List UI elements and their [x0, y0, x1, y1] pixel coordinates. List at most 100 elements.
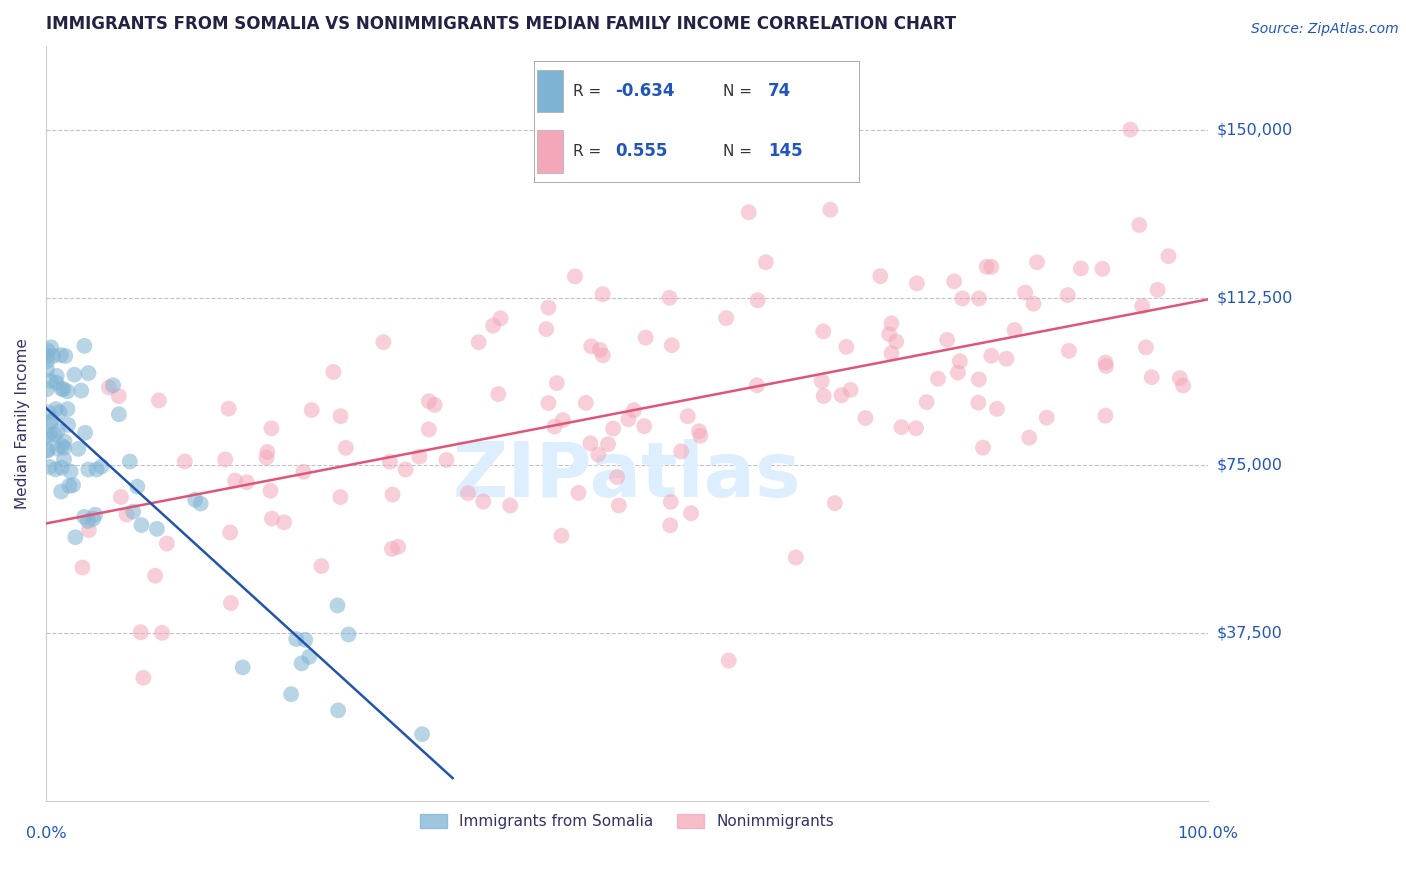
- Point: [745, 378, 768, 392]
- Point: [586, 448, 609, 462]
- Point: [298, 649, 321, 664]
- Point: [482, 318, 505, 333]
- Point: [67, 442, 90, 456]
- Text: IMMIGRANTS FROM SOMALIA VS NONIMMIGRANTS MEDIAN FAMILY INCOME CORRELATION CHART: IMMIGRANTS FROM SOMALIA VS NONIMMIGRANTS…: [46, 15, 956, 33]
- Point: [659, 518, 682, 533]
- Point: [122, 505, 145, 519]
- Point: [39, 340, 62, 354]
- Point: [717, 654, 740, 668]
- Point: [108, 407, 131, 421]
- Point: [1168, 371, 1191, 385]
- Point: [661, 338, 683, 352]
- Point: [273, 516, 295, 530]
- Point: [37, 362, 59, 376]
- Point: [1026, 255, 1049, 269]
- Point: [97, 380, 120, 394]
- Point: [592, 348, 614, 362]
- Point: [256, 450, 278, 465]
- Point: [86, 462, 108, 476]
- Point: [579, 436, 602, 450]
- Point: [143, 568, 166, 582]
- Point: [880, 346, 903, 360]
- Point: [46, 442, 69, 456]
- Point: [927, 372, 949, 386]
- Point: [995, 351, 1018, 366]
- Point: [564, 269, 586, 284]
- Point: [669, 444, 692, 458]
- Point: [423, 398, 446, 412]
- Point: [820, 202, 842, 217]
- Point: [190, 497, 212, 511]
- Point: [1095, 359, 1118, 373]
- Point: [260, 421, 283, 435]
- Point: [38, 405, 60, 419]
- Point: [676, 409, 699, 424]
- Point: [41, 414, 63, 428]
- Point: [949, 354, 972, 368]
- Point: [77, 462, 100, 476]
- Point: [567, 486, 589, 500]
- Point: [51, 460, 73, 475]
- Point: [73, 509, 96, 524]
- Point: [855, 411, 877, 425]
- Point: [537, 301, 560, 315]
- Text: $150,000: $150,000: [1216, 122, 1292, 137]
- Point: [986, 401, 1008, 416]
- Point: [1018, 431, 1040, 445]
- Point: [633, 419, 655, 434]
- Point: [118, 454, 141, 468]
- Point: [235, 475, 257, 490]
- Point: [37, 349, 59, 363]
- Text: Source: ZipAtlas.com: Source: ZipAtlas.com: [1251, 22, 1399, 37]
- Text: 100.0%: 100.0%: [1177, 826, 1239, 841]
- Point: [467, 335, 489, 350]
- Point: [48, 405, 70, 419]
- Point: [936, 333, 959, 347]
- Point: [214, 452, 236, 467]
- Point: [880, 317, 903, 331]
- Point: [747, 293, 769, 308]
- Point: [37, 382, 59, 396]
- Point: [326, 703, 349, 717]
- Point: [915, 395, 938, 409]
- Point: [579, 339, 602, 353]
- Point: [219, 525, 242, 540]
- Point: [884, 334, 907, 349]
- Point: [84, 508, 107, 522]
- Point: [831, 388, 853, 402]
- Point: [659, 495, 682, 509]
- Point: [148, 393, 170, 408]
- Point: [53, 434, 76, 449]
- Point: [623, 403, 645, 417]
- Point: [129, 625, 152, 640]
- Point: [681, 506, 703, 520]
- Point: [810, 374, 832, 388]
- Point: [537, 396, 560, 410]
- Text: ZIPatlas: ZIPatlas: [453, 440, 801, 514]
- Point: [489, 311, 512, 326]
- Point: [589, 343, 612, 357]
- Point: [150, 625, 173, 640]
- Point: [738, 205, 761, 219]
- Point: [824, 496, 846, 510]
- Point: [329, 409, 352, 424]
- Point: [132, 671, 155, 685]
- Point: [329, 490, 352, 504]
- Text: $112,500: $112,500: [1216, 290, 1292, 305]
- Point: [387, 540, 409, 554]
- Point: [1119, 122, 1142, 136]
- Point: [418, 422, 440, 436]
- Point: [607, 499, 630, 513]
- Point: [280, 687, 302, 701]
- Point: [980, 260, 1002, 274]
- Point: [107, 389, 129, 403]
- Point: [260, 511, 283, 525]
- Point: [1135, 340, 1157, 354]
- Point: [42, 349, 65, 363]
- Point: [381, 487, 404, 501]
- Point: [472, 494, 495, 508]
- Point: [90, 459, 112, 474]
- Point: [72, 560, 94, 574]
- Point: [39, 428, 62, 442]
- Point: [1022, 297, 1045, 311]
